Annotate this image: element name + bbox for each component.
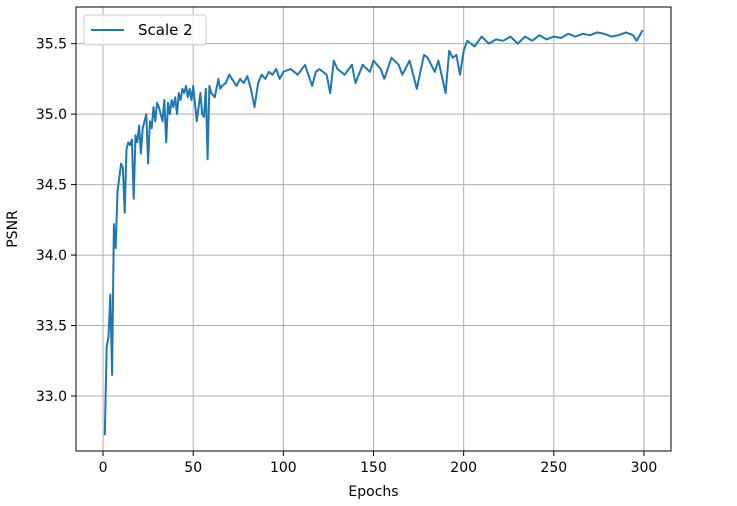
x-tick-label: 300 [631,460,658,476]
y-axis: 33.0 33.5 34.0 34.5 35.0 35.5 [36,37,76,405]
y-axis-label: PSNR [5,210,21,248]
x-tick-label: 150 [360,460,387,476]
series-layer [103,29,644,436]
x-tick-label: 200 [450,460,477,476]
y-tick-label: 33.5 [36,319,67,335]
x-tick-label: 50 [184,460,202,476]
x-axis-label: Epochs [348,484,398,500]
y-tick-label: 35.5 [36,37,67,53]
legend: Scale 2 [83,14,207,46]
series-line-0 [103,29,644,436]
legend-label: Scale 2 [138,21,193,39]
x-tick-label: 100 [270,460,297,476]
x-tick-label: 250 [540,460,567,476]
y-tick-label: 34.5 [36,178,67,194]
legend-box [83,14,207,46]
x-axis: 0 50 100 150 200 250 300 [99,451,658,476]
y-tick-label: 33.0 [36,389,67,405]
y-tick-label: 35.0 [36,107,67,123]
y-tick-label: 34.0 [36,248,67,264]
grid-lines [76,7,671,451]
x-tick-label: 0 [99,460,108,476]
